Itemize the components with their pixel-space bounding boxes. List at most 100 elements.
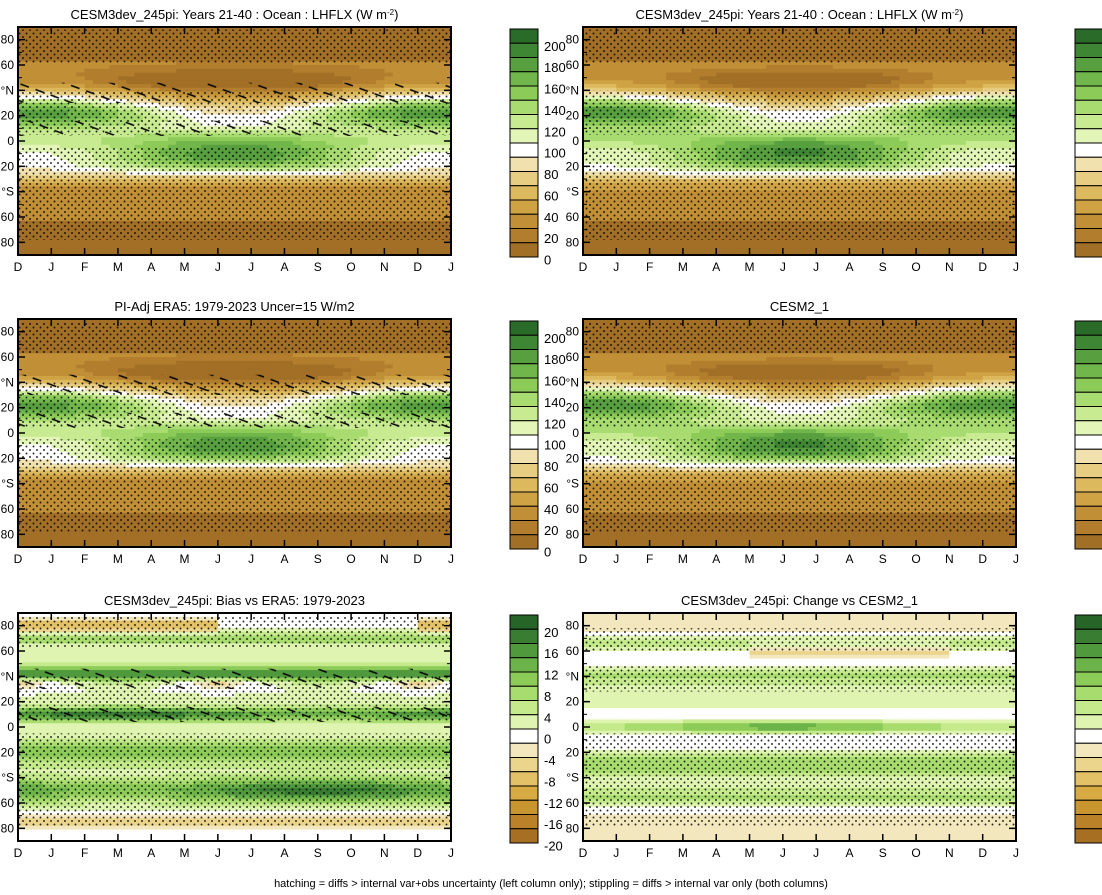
colorbar-label: 60 xyxy=(544,188,558,203)
colorbar-box xyxy=(509,477,539,493)
stippling xyxy=(18,29,451,63)
x-tick-label: J xyxy=(48,846,54,860)
x-tick-label: N xyxy=(945,846,954,860)
colorbar-box xyxy=(509,85,539,101)
colorbar-box xyxy=(509,71,539,87)
colorbar-box xyxy=(1074,114,1102,130)
x-tick-label: D xyxy=(978,260,987,274)
stippling xyxy=(583,439,1016,532)
y-tick-label: 20 xyxy=(566,109,580,123)
x-tick-label: N xyxy=(380,846,389,860)
x-tick-label: O xyxy=(911,260,920,274)
colorbar-box xyxy=(1074,228,1102,244)
x-tick-label: N xyxy=(945,552,954,566)
colorbar-box xyxy=(1074,657,1102,673)
panel-title: CESM3dev_245pi: Change vs CESM2_1 xyxy=(681,593,918,608)
colorbar-box xyxy=(509,505,539,521)
x-tick-label: J xyxy=(1013,846,1019,860)
colorbar-box xyxy=(1074,714,1102,730)
x-tick-label: O xyxy=(911,552,920,566)
colorbar-box xyxy=(509,520,539,536)
colorbar-box xyxy=(509,785,539,801)
colorbar-box xyxy=(509,377,539,393)
x-tick-label: J xyxy=(813,552,819,566)
y-tick-label: °N xyxy=(566,669,579,683)
colorbar-box xyxy=(509,671,539,687)
y-tick-label: °N xyxy=(1,83,14,97)
colorbar-box xyxy=(509,242,539,258)
y-tick-label: 0 xyxy=(7,720,14,734)
y-tick-label: 60 xyxy=(1,796,15,810)
x-tick-label: A xyxy=(280,846,288,860)
x-tick-label: F xyxy=(646,846,653,860)
x-tick-label: D xyxy=(413,260,422,274)
y-tick-label: 20 xyxy=(566,745,580,759)
colorbar-box xyxy=(1074,377,1102,393)
colorbar-box xyxy=(509,406,539,422)
x-tick-label: N xyxy=(380,552,389,566)
x-tick-label: A xyxy=(712,260,720,274)
colorbar-label: 200 xyxy=(544,331,566,346)
y-tick-label: 80 xyxy=(566,527,580,541)
x-tick-label: F xyxy=(81,552,88,566)
colorbar-box xyxy=(1074,628,1102,644)
colorbar-label: -16 xyxy=(544,817,563,832)
y-tick-label: 60 xyxy=(566,796,580,810)
x-tick-label: O xyxy=(911,846,920,860)
colorbar-box xyxy=(1074,28,1102,44)
x-tick-label: M xyxy=(180,260,190,274)
colorbar-box xyxy=(509,657,539,673)
colorbar-box xyxy=(509,463,539,479)
x-tick-label: A xyxy=(280,260,288,274)
colorbar-box xyxy=(1074,391,1102,407)
stippling xyxy=(18,439,451,532)
y-tick-label: 80 xyxy=(1,235,15,249)
panel-title: PI-Adj ERA5: 1979-2023 Uncer=15 W/m2 xyxy=(114,299,354,314)
x-tick-label: D xyxy=(579,846,588,860)
colorbar-box xyxy=(509,714,539,730)
colorbar-box xyxy=(1074,85,1102,101)
y-tick-label: 0 xyxy=(572,426,579,440)
colorbar-box xyxy=(509,420,539,436)
colorbar-box xyxy=(509,185,539,201)
colorbar-label: 4 xyxy=(544,710,551,725)
colorbar-box xyxy=(509,57,539,73)
y-tick-label: 80 xyxy=(1,821,15,835)
colorbar-box xyxy=(1074,242,1102,258)
x-tick-label: D xyxy=(978,846,987,860)
colorbar-label: -8 xyxy=(544,774,556,789)
colorbar-label: 20 xyxy=(544,231,558,246)
hatching xyxy=(18,374,451,395)
y-tick-label: 80 xyxy=(1,619,15,633)
colorbar-box xyxy=(1074,477,1102,493)
colorbar-box xyxy=(1074,505,1102,521)
colorbar-label: 140 xyxy=(544,103,566,118)
x-tick-label: J xyxy=(448,552,454,566)
colorbar-label: 180 xyxy=(544,60,566,75)
y-tick-label: °S xyxy=(1,477,14,491)
x-tick-label: M xyxy=(745,552,755,566)
colorbar-box xyxy=(1074,534,1102,550)
colorbar-box xyxy=(1074,128,1102,144)
y-tick-label: °S xyxy=(566,185,579,199)
panel-title: CESM3dev_245pi: Years 21-40 : Ocean : LH… xyxy=(71,7,399,22)
y-tick-label: 20 xyxy=(566,695,580,709)
x-tick-label: A xyxy=(712,552,720,566)
colorbar-label: 0 xyxy=(544,545,551,560)
colorbar-box xyxy=(509,349,539,365)
x-tick-label: F xyxy=(646,260,653,274)
y-tick-label: 80 xyxy=(566,619,580,633)
colorbar-label: 12 xyxy=(544,668,558,683)
colorbar-label: 20 xyxy=(544,523,558,538)
x-tick-label: J xyxy=(215,846,221,860)
colorbar-box xyxy=(1074,434,1102,450)
x-tick-label: M xyxy=(180,846,190,860)
y-tick-label: 20 xyxy=(1,695,15,709)
y-tick-label: °N xyxy=(566,375,579,389)
y-tick-label: 60 xyxy=(1,502,15,516)
x-tick-label: A xyxy=(845,552,853,566)
stippling xyxy=(583,90,1016,135)
x-tick-label: D xyxy=(413,846,422,860)
